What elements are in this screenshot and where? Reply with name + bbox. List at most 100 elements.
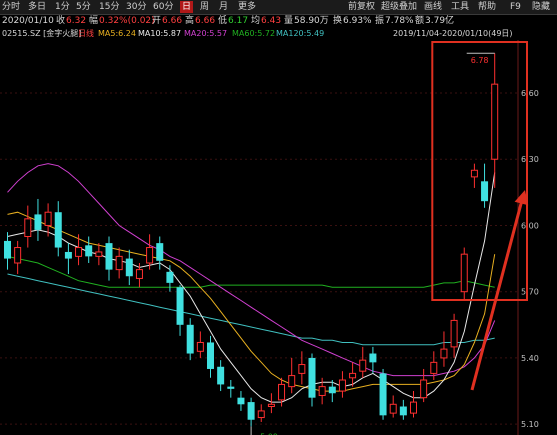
amount-label: 额 <box>415 16 425 26</box>
candle-body <box>146 247 154 264</box>
candle-body <box>64 251 72 259</box>
candle <box>399 399 407 420</box>
candle <box>217 360 225 392</box>
change-value: 0.32%(0.02) <box>99 16 155 26</box>
candle-body <box>298 364 306 374</box>
candle-body <box>196 341 204 352</box>
change-label: 幅 <box>89 16 99 26</box>
candle-body <box>166 271 174 283</box>
amplitude-value: 7.78% <box>385 16 414 26</box>
candle-body <box>399 406 407 416</box>
candle <box>95 243 103 266</box>
low-label: 低 <box>218 16 228 26</box>
period-label: 日线 <box>78 29 94 38</box>
candle-body <box>379 373 387 416</box>
amplitude-label: 振 <box>375 16 385 26</box>
candle-body <box>308 357 316 398</box>
ma-legend-row: 02515.SZ [金字火腿] 日线 MA5:6.24 MA10:5.87 MA… <box>0 28 557 39</box>
candle <box>105 236 113 281</box>
avg-label: 均 <box>251 16 261 26</box>
candle-body <box>95 251 103 257</box>
avg-value: 6.43 <box>261 16 282 26</box>
toolbar-item[interactable]: 分时 <box>2 2 21 12</box>
ma60-line <box>7 255 495 288</box>
candle <box>278 377 286 407</box>
candle <box>349 362 357 387</box>
toolbar-item[interactable]: 隐藏 <box>532 2 551 12</box>
toolbar-item[interactable]: 月 <box>219 2 229 12</box>
volume-value: 58.90万 <box>294 16 329 26</box>
turnover-label: 换 <box>333 16 343 26</box>
ma10-line <box>7 211 496 392</box>
volume-label: 量 <box>284 16 294 26</box>
candle-body <box>338 379 346 392</box>
candle-body <box>14 247 22 264</box>
toolbar-item[interactable]: 前复权 <box>348 2 376 12</box>
candle-body <box>460 253 468 293</box>
toolbar-item[interactable]: 超级叠加 <box>381 2 418 12</box>
trend-arrow-head <box>514 190 529 206</box>
toolbar-item[interactable]: 周 <box>200 2 210 12</box>
highlight-box <box>431 41 528 301</box>
candle <box>34 198 42 241</box>
candle <box>186 318 194 361</box>
candle-body <box>267 403 275 408</box>
candle-body <box>328 386 336 394</box>
toolbar-item[interactable]: 工具 <box>451 2 470 12</box>
amount-value: 3.79亿 <box>425 16 455 26</box>
candle-body <box>481 181 489 202</box>
candle-body <box>349 372 357 379</box>
candle-body <box>44 211 52 226</box>
candle <box>389 395 397 418</box>
low-value: 6.17 <box>228 16 249 26</box>
candle <box>44 203 52 237</box>
ma120-value: MA120:5.49 <box>276 29 325 38</box>
candle <box>247 397 255 427</box>
y-tick-label: 5.10 <box>521 420 539 429</box>
candle-body <box>410 401 417 414</box>
candle <box>4 232 11 270</box>
trend-arrow-shaft <box>470 199 524 391</box>
ma20-value: MA20:5.57 <box>184 29 228 38</box>
toolbar-item[interactable]: 1分 <box>55 2 70 12</box>
y-tick-label: 6.60 <box>521 89 539 98</box>
candle <box>75 234 83 266</box>
candle-body <box>359 359 367 372</box>
toolbar-item[interactable]: 60分 <box>153 2 174 12</box>
price-info-row: 2020/01/10 收 6.32 幅 0.32%(0.02) 开 6.66 高… <box>0 15 557 27</box>
y-tick-label: 6.00 <box>521 221 539 230</box>
y-tick-label: 5.40 <box>521 354 539 363</box>
toolbar-item[interactable]: F9 <box>510 2 521 12</box>
open-value: 6.66 <box>162 16 183 26</box>
close-label: 收 <box>56 16 66 26</box>
high-label: 6.78 <box>471 56 489 65</box>
candle <box>298 351 306 385</box>
candle-body <box>389 403 397 414</box>
candle <box>207 335 214 378</box>
toolbar-item[interactable]: 多日 <box>28 2 47 12</box>
toolbar-item[interactable]: 30分 <box>126 2 147 12</box>
candle-body <box>470 169 478 178</box>
candle-body <box>156 243 164 261</box>
kline-chart[interactable]: 6.60 6.30 6.00 5.70 5.40 5.10 6.78 5.09 <box>0 40 557 435</box>
candle-body <box>24 218 32 238</box>
candle-body <box>207 342 214 369</box>
candle <box>288 357 296 394</box>
stock-code: 02515.SZ [金字火腿] <box>2 29 82 38</box>
toolbar-item[interactable]: 画线 <box>424 2 443 12</box>
candle <box>24 205 32 248</box>
candle-body <box>440 348 448 359</box>
candle <box>227 380 235 398</box>
toolbar-item[interactable]: 15分 <box>99 2 120 12</box>
high-label: 高 <box>185 16 195 26</box>
candle-body <box>288 375 296 388</box>
toolbar-item[interactable]: 帮助 <box>478 2 497 12</box>
candle <box>481 163 489 208</box>
toolbar-item[interactable]: 日 <box>180 1 194 13</box>
candle <box>420 368 428 403</box>
candle <box>338 371 346 398</box>
candle <box>379 368 387 420</box>
candle-body <box>105 243 113 270</box>
toolbar-item[interactable]: 5分 <box>76 2 91 12</box>
toolbar-item[interactable]: 更多 <box>238 2 257 12</box>
